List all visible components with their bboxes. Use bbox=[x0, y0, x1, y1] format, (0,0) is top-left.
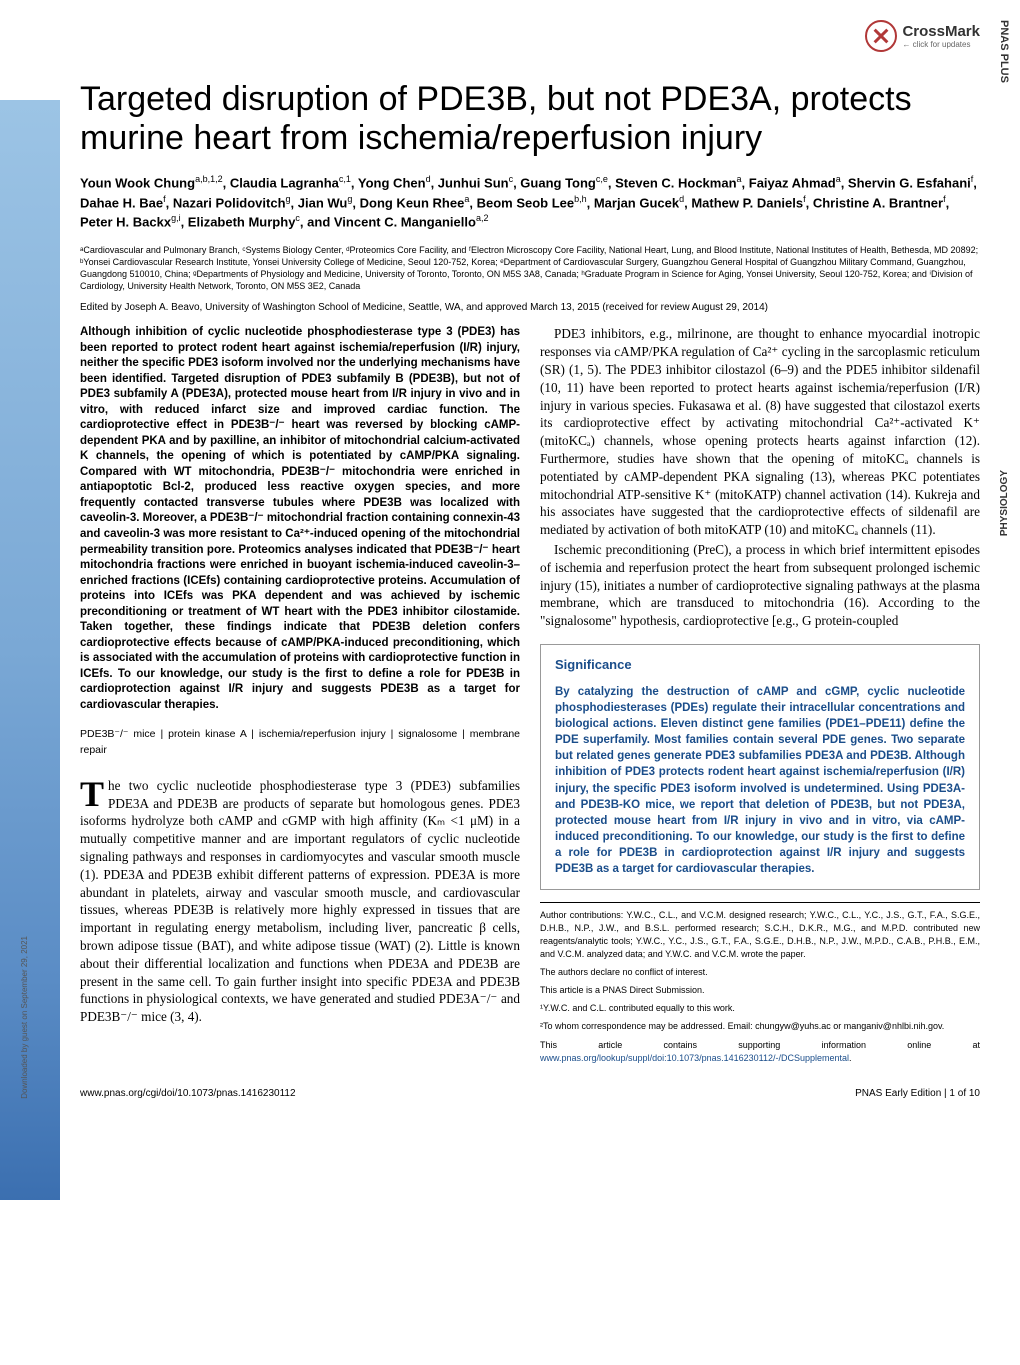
conflict-of-interest: The authors declare no conflict of inter… bbox=[540, 966, 980, 979]
dropcap: T bbox=[80, 777, 108, 810]
crossmark-icon bbox=[865, 20, 897, 52]
crossmark-sublabel: ← click for updates bbox=[902, 40, 980, 49]
author-list: Youn Wook Chunga,b,1,2, Claudia Lagranha… bbox=[80, 173, 980, 232]
crossmark-label: CrossMark bbox=[902, 23, 980, 40]
left-column: Although inhibition of cyclic nucleotide… bbox=[80, 325, 520, 1069]
right-column: PDE3 inhibitors, e.g., milrinone, are th… bbox=[540, 325, 980, 1069]
keywords: PDE3B⁻/⁻ mice | protein kinase A | ische… bbox=[80, 727, 520, 759]
supporting-link[interactable]: www.pnas.org/lookup/suppl/doi:10.1073/pn… bbox=[540, 1053, 849, 1063]
supporting-info: This article contains supporting informa… bbox=[540, 1039, 980, 1065]
significance-box: Significance By catalyzing the destructi… bbox=[540, 644, 980, 890]
author-contributions: Author contributions: Y.W.C., C.L., and … bbox=[540, 909, 980, 961]
correspondence: ²To whom correspondence may be addressed… bbox=[540, 1020, 980, 1033]
significance-title: Significance bbox=[555, 657, 965, 674]
doi: www.pnas.org/cgi/doi/10.1073/pnas.141623… bbox=[80, 1088, 296, 1099]
edited-by: Edited by Joseph A. Beavo, University of… bbox=[80, 302, 980, 313]
affiliations: ᵃCardiovascular and Pulmonary Branch, ᶜS… bbox=[80, 244, 980, 293]
abstract: Although inhibition of cyclic nucleotide… bbox=[80, 325, 520, 713]
crossmark-widget[interactable]: CrossMark ← click for updates bbox=[865, 20, 980, 52]
intro-paragraph: The two cyclic nucleotide phosphodiester… bbox=[80, 777, 520, 1026]
supporting-suffix: . bbox=[849, 1053, 852, 1063]
supporting-prefix: This article contains supporting informa… bbox=[540, 1040, 980, 1050]
equal-contribution: ¹Y.W.C. and C.L. contributed equally to … bbox=[540, 1002, 980, 1015]
significance-body: By catalyzing the destruction of cAMP an… bbox=[555, 684, 965, 877]
intro-text: he two cyclic nucleotide phosphodiestera… bbox=[80, 778, 520, 1025]
submission-type: This article is a PNAS Direct Submission… bbox=[540, 984, 980, 997]
body-para-2: Ischemic preconditioning (PreC), a proce… bbox=[540, 541, 980, 630]
page-footer: www.pnas.org/cgi/doi/10.1073/pnas.141623… bbox=[80, 1088, 980, 1099]
body-para-1: PDE3 inhibitors, e.g., milrinone, are th… bbox=[540, 325, 980, 539]
article-title: Targeted disruption of PDE3B, but not PD… bbox=[80, 80, 980, 158]
footnotes: Author contributions: Y.W.C., C.L., and … bbox=[540, 902, 980, 1064]
page-number: PNAS Early Edition | 1 of 10 bbox=[855, 1088, 980, 1099]
